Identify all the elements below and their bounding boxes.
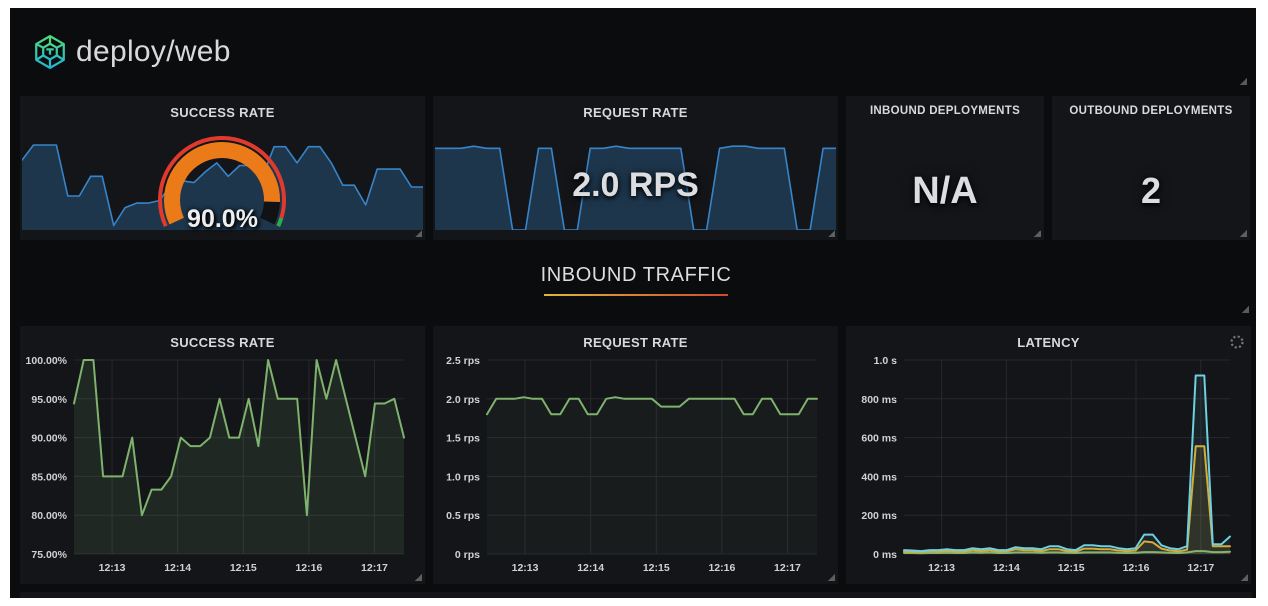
grafana-dashboard: deploy/web SUCCESS RATE 90.0% REQUEST RA… [10,8,1256,598]
svg-text:0.5 rps: 0.5 rps [446,510,480,522]
panel-resize-handle[interactable] [828,574,835,581]
svg-text:12:17: 12:17 [361,562,388,574]
svg-text:0 rps: 0 rps [455,549,480,561]
panel-resize-handle[interactable] [1034,230,1041,237]
panel-outbound-deployments: OUTBOUND DEPLOYMENTS 2 [1052,96,1250,240]
svg-text:12:15: 12:15 [643,562,670,574]
svg-text:80.00%: 80.00% [31,510,67,522]
svg-text:12:16: 12:16 [708,562,735,574]
panel-title-outbound-deployments[interactable]: OUTBOUND DEPLOYMENTS [1069,105,1233,117]
panel-resize-handle[interactable] [1241,574,1248,581]
svg-text:12:15: 12:15 [1058,562,1085,574]
svg-text:600 ms: 600 ms [861,433,897,445]
panel-resize-handle[interactable] [1240,230,1247,237]
svg-text:1.0 rps: 1.0 rps [446,471,480,483]
svg-text:12:13: 12:13 [99,562,126,574]
svg-text:1.5 rps: 1.5 rps [446,433,480,445]
outbound-deployments-value: 2 [1140,170,1162,211]
success-rate-graph[interactable]: 75.00% 80.00% 85.00% 90.00% 95.00% 100.00% 12:… [20,326,425,584]
svg-text:12:13: 12:13 [512,562,539,574]
panel-request-rate-stat: REQUEST RATE 2.0 RPS [433,96,838,240]
latency-graph[interactable]: 0 ms 200 ms 400 ms 600 ms 800 ms 1.0 s 12:13 12… [846,326,1251,584]
svg-text:95.00%: 95.00% [31,394,67,406]
svg-text:100.00%: 100.00% [26,355,68,367]
panel-resize-handle[interactable] [828,230,835,237]
svg-text:12:17: 12:17 [1187,562,1214,574]
deploy-logo-icon [32,34,68,70]
header-text-panel: deploy/web [16,8,1250,88]
svg-text:800 ms: 800 ms [861,394,897,406]
svg-text:12:14: 12:14 [577,562,604,574]
svg-text:75.00%: 75.00% [31,549,67,561]
inbound-deployments-value: N/A [912,170,978,212]
panel-resize-handle[interactable] [1242,306,1249,313]
panel-title-success-rate-graph[interactable]: SUCCESS RATE [170,335,275,350]
svg-text:12:14: 12:14 [993,562,1020,574]
svg-text:200 ms: 200 ms [861,510,897,522]
panel-inbound-deployments: INBOUND DEPLOYMENTS N/A [846,96,1044,240]
svg-text:12:17: 12:17 [774,562,801,574]
request-rate-sparkline [435,145,836,230]
gauge-value: 90.0% [187,205,258,233]
panel-success-rate-graph: SUCCESS RATE 75.00% 80.00% 85.00% 90.00% 95.… [20,326,425,584]
loading-spinner-icon [1229,334,1245,355]
panel-title-request-rate-graph[interactable]: REQUEST RATE [583,335,688,350]
panel-success-rate-stat: SUCCESS RATE 90.0% [20,96,425,240]
svg-text:12:14: 12:14 [164,562,191,574]
svg-text:90.00%: 90.00% [31,433,67,445]
svg-text:12:13: 12:13 [928,562,955,574]
svg-text:2.0 rps: 2.0 rps [446,394,480,406]
section-title-inbound-traffic: INBOUND TRAFFIC [540,264,732,286]
svg-text:12:16: 12:16 [1123,562,1150,574]
svg-text:12:15: 12:15 [230,562,257,574]
dashboard-title: deploy/web [76,35,231,68]
panel-title-success-rate[interactable]: SUCCESS RATE [170,105,275,120]
svg-text:0 ms: 0 ms [873,549,897,561]
svg-text:2.5 rps: 2.5 rps [446,355,480,367]
panel-title-inbound-deployments[interactable]: INBOUND DEPLOYMENTS [869,105,1021,117]
panel-resize-handle[interactable] [415,574,422,581]
request-rate-value: 2.0 RPS [572,166,699,204]
section-text-panel: INBOUND TRAFFIC [20,250,1252,316]
request-rate-graph[interactable]: 0 rps 0.5 rps 1.0 rps 1.5 rps 2.0 rps 2.5 rps… [433,326,838,584]
panel-latency-graph: LATENCY 0 ms 200 ms 400 ms 600 ms 800 ms 1.0 … [846,326,1251,584]
panel-request-rate-graph: REQUEST RATE 0 rps 0.5 rps 1.0 rps 1.5 rps 2… [433,326,838,584]
panel-resize-handle[interactable] [415,230,422,237]
svg-text:12:16: 12:16 [295,562,322,574]
panel-title-request-rate[interactable]: REQUEST RATE [583,105,688,120]
svg-text:400 ms: 400 ms [861,471,897,483]
partial-next-row-panel [20,592,1252,598]
panel-resize-handle[interactable] [1240,78,1247,85]
brand: deploy/web [32,34,231,70]
svg-text:85.00%: 85.00% [31,471,67,483]
svg-text:1.0 s: 1.0 s [874,355,898,367]
panel-title-latency-graph[interactable]: LATENCY [1017,335,1080,350]
section-underline [544,294,728,296]
